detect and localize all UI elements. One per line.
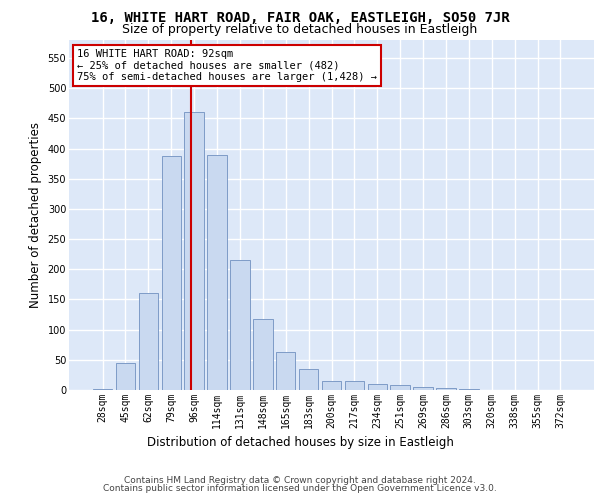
Bar: [322, 381, 341, 390]
Bar: [253, 319, 272, 390]
Bar: [299, 369, 319, 390]
Bar: [230, 260, 250, 390]
Bar: [276, 352, 295, 390]
Bar: [208, 154, 227, 390]
Bar: [436, 388, 455, 390]
Bar: [391, 385, 410, 390]
Y-axis label: Number of detached properties: Number of detached properties: [29, 122, 42, 308]
Text: Contains public sector information licensed under the Open Government Licence v3: Contains public sector information licen…: [103, 484, 497, 493]
Text: 16 WHITE HART ROAD: 92sqm
← 25% of detached houses are smaller (482)
75% of semi: 16 WHITE HART ROAD: 92sqm ← 25% of detac…: [77, 49, 377, 82]
Text: 16, WHITE HART ROAD, FAIR OAK, EASTLEIGH, SO50 7JR: 16, WHITE HART ROAD, FAIR OAK, EASTLEIGH…: [91, 11, 509, 25]
Text: Distribution of detached houses by size in Eastleigh: Distribution of detached houses by size …: [146, 436, 454, 449]
Bar: [344, 381, 364, 390]
Text: Contains HM Land Registry data © Crown copyright and database right 2024.: Contains HM Land Registry data © Crown c…: [124, 476, 476, 485]
Bar: [139, 294, 158, 390]
Text: Size of property relative to detached houses in Eastleigh: Size of property relative to detached ho…: [122, 24, 478, 36]
Bar: [161, 156, 181, 390]
Bar: [413, 387, 433, 390]
Bar: [93, 389, 112, 390]
Bar: [368, 384, 387, 390]
Bar: [116, 364, 135, 390]
Bar: [184, 112, 204, 390]
